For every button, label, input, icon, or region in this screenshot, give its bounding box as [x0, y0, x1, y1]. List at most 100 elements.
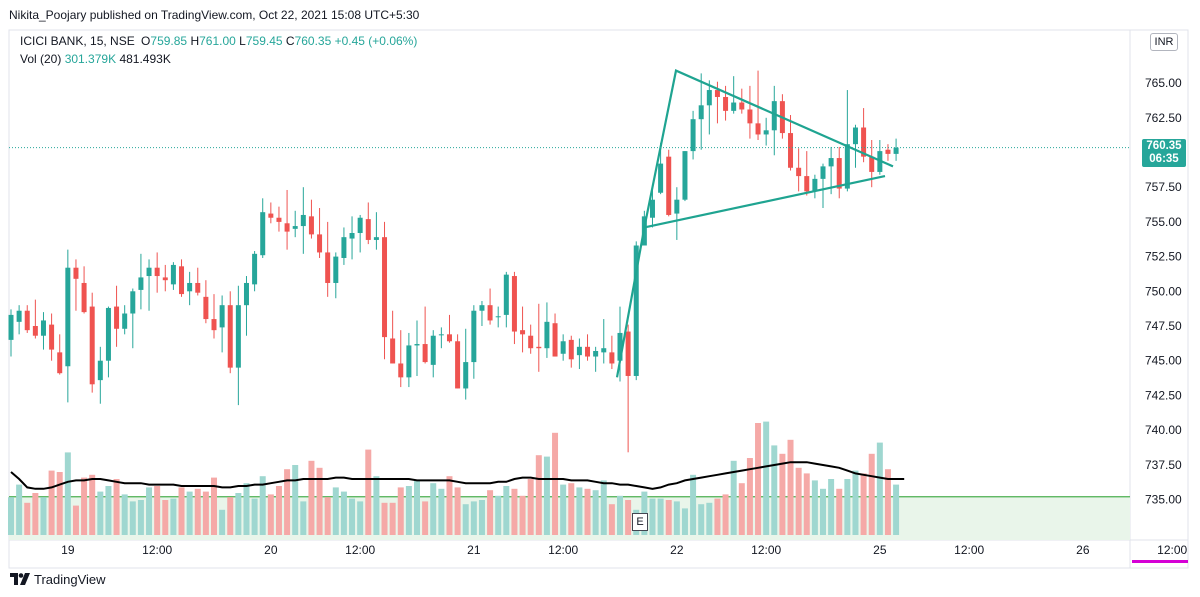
candle-body	[49, 324, 55, 350]
candle	[698, 73, 704, 150]
volume-bar	[511, 488, 518, 535]
candle-body	[536, 346, 542, 349]
candle	[625, 324, 631, 453]
close-label: C	[285, 34, 295, 48]
volume-bar	[259, 476, 266, 535]
price-tick-label: 757.50	[1145, 180, 1182, 194]
candle	[260, 198, 266, 258]
volume-bar	[32, 493, 39, 535]
candle-body	[162, 277, 168, 281]
candle	[357, 214, 363, 253]
candle	[317, 208, 323, 258]
symbol-name[interactable]: ICICI BANK, 15, NSE	[20, 34, 135, 48]
candle-body	[260, 212, 266, 256]
volume-bar	[576, 487, 583, 535]
candle-body	[430, 335, 436, 365]
candle	[804, 151, 810, 196]
volume-bar	[625, 500, 632, 535]
candle-body	[382, 237, 388, 338]
candle	[268, 202, 274, 224]
candle-body	[373, 237, 379, 240]
candle-body	[57, 352, 63, 374]
volume-bar	[795, 467, 802, 535]
candle-body	[268, 213, 274, 218]
candle	[747, 85, 753, 139]
candle	[227, 291, 233, 374]
candle	[739, 88, 745, 114]
candle	[195, 267, 201, 296]
candle-body	[195, 282, 201, 293]
symmetrical-triangle-drawing[interactable]	[615, 69, 894, 378]
candle-body	[333, 256, 339, 283]
candle	[495, 306, 501, 328]
candle-body	[731, 102, 737, 111]
volume-bar	[803, 473, 810, 535]
candle-body	[723, 96, 729, 111]
candle	[520, 306, 526, 353]
candle	[788, 115, 794, 171]
candle-body	[463, 362, 469, 389]
candle-body	[398, 363, 404, 378]
currency-badge[interactable]: INR	[1150, 33, 1178, 51]
chart-border	[8, 29, 1189, 569]
volume-bar	[600, 480, 607, 535]
candle-body	[89, 306, 95, 385]
candle-body	[40, 320, 46, 336]
time-tick-label: 12:00	[548, 543, 578, 557]
candle-body	[422, 344, 428, 363]
candle-body	[601, 348, 607, 353]
volume-bar	[527, 479, 534, 535]
candle	[365, 202, 371, 245]
candle	[146, 259, 152, 311]
candle-body	[812, 178, 818, 192]
candle	[114, 285, 120, 347]
price-axis[interactable]: 735.00 737.50 740.00 742.50 745.00 747.50 750.…	[1145, 76, 1182, 506]
volume-bar	[446, 476, 453, 535]
volume-bar	[438, 488, 445, 535]
candle-body	[852, 127, 858, 145]
candle	[24, 305, 30, 333]
candle	[187, 271, 193, 306]
candle	[763, 117, 769, 146]
volume-bar	[251, 498, 258, 535]
volume-bar	[568, 483, 575, 535]
candle-body	[747, 109, 753, 124]
candle-body	[284, 223, 290, 232]
candle-body	[576, 346, 582, 356]
time-axis[interactable]: 19 12:00 20 12:00 21 12:00 22 12:00 25 12:00 26 12:…	[61, 543, 1187, 557]
candle	[609, 335, 615, 370]
volume-bar	[422, 501, 429, 535]
volume-moving-average	[10, 461, 905, 490]
volume-bar	[365, 449, 372, 535]
candle-body	[73, 267, 79, 279]
candle-body	[292, 226, 298, 229]
candle	[16, 305, 22, 335]
candle-body	[568, 339, 574, 360]
candle-body	[406, 345, 412, 378]
candle-body	[203, 296, 209, 320]
candle-body	[658, 163, 664, 193]
candlesticks[interactable]	[8, 70, 899, 453]
candle-body	[674, 199, 680, 214]
candle-body	[365, 219, 371, 240]
candle	[430, 330, 436, 378]
candle	[243, 276, 249, 336]
volume-label[interactable]: Vol (20)	[20, 52, 62, 66]
candle	[97, 346, 103, 404]
candle	[211, 294, 217, 339]
candle	[349, 216, 355, 260]
candle-body	[593, 350, 599, 357]
candle-body	[585, 346, 591, 357]
volume-bar	[543, 456, 550, 535]
candle-body	[771, 101, 777, 131]
time-tick-label: 20	[264, 543, 278, 557]
earnings-event-marker[interactable]: E	[632, 513, 648, 531]
volume-bar	[844, 479, 851, 535]
volume-bar	[81, 477, 88, 535]
candle	[828, 146, 834, 195]
candle	[162, 264, 168, 292]
candle	[544, 302, 550, 358]
candle	[276, 206, 282, 232]
last-price-value: 760.35	[1146, 140, 1182, 152]
